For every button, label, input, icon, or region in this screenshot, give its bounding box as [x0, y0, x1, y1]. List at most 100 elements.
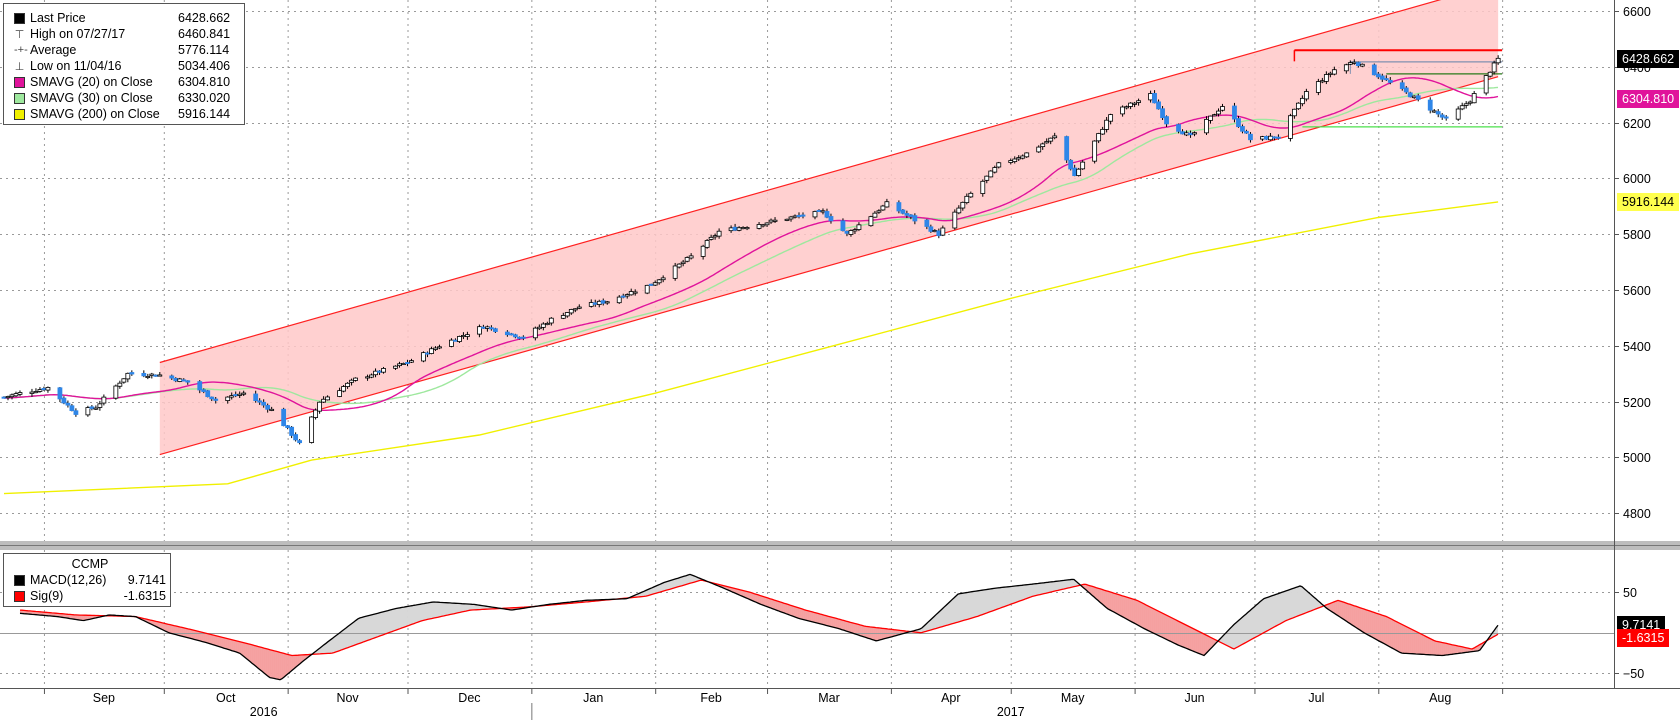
candles-group: [1, 55, 1501, 445]
macd-signal-fill: [993, 588, 996, 611]
macd-signal-fill: [1411, 629, 1414, 654]
macd-signal-fill: [41, 611, 44, 616]
macd-signal-fill: [739, 589, 742, 597]
macd-signal-fill: [57, 613, 60, 617]
macd-signal-fill: [203, 632, 206, 643]
candle-body: [844, 230, 850, 234]
macd-signal-fill: [1357, 607, 1360, 631]
candle-body: [1299, 97, 1305, 105]
macd-signal-fill: [995, 587, 998, 610]
macd-signal-fill: [31, 611, 34, 615]
macd-signal-fill: [1205, 635, 1208, 654]
macd-signal-fill: [735, 588, 738, 595]
macd-signal-fill: [1337, 600, 1340, 618]
macd-signal-fill: [79, 615, 82, 621]
candle-body: [684, 257, 690, 262]
candle-body: [760, 224, 766, 227]
candle-body: [369, 374, 374, 378]
macd-signal-fill: [1119, 595, 1122, 617]
macd-signal-fill: [375, 613, 378, 638]
candle-body: [429, 348, 434, 354]
macd-signal-fill: [421, 603, 424, 621]
candle-body: [840, 220, 846, 232]
macd-signal-fill: [1343, 602, 1346, 621]
macd-signal-fill: [807, 610, 810, 622]
macd-signal-fill: [23, 610, 26, 614]
legend-value: 6428.662: [178, 11, 231, 25]
macd-signal-fill: [39, 611, 42, 616]
macd-signal-fill: [757, 594, 760, 604]
candle-body: [952, 211, 958, 229]
candle-body: [1359, 63, 1365, 67]
macd-signal-fill: [367, 615, 370, 641]
candle-body: [313, 409, 319, 418]
candle-body: [213, 398, 219, 401]
candle-body: [1295, 102, 1301, 110]
macd-signal-fill: [155, 621, 158, 628]
macd-signal-fill: [265, 648, 268, 677]
macd-line: [19, 573, 1499, 681]
macd-signal-fill: [1443, 642, 1446, 656]
macd-signal-fill: [1401, 624, 1404, 654]
macd-signal-fill: [1095, 587, 1098, 601]
legend-row-high: ⊤ High on 07/27/17 6460.841: [10, 26, 244, 42]
macd-signal-fill: [1291, 588, 1294, 619]
macd-signal-fill: [775, 600, 778, 611]
candle-body: [784, 218, 790, 221]
macd-signal-fill: [819, 613, 822, 625]
candle-body: [652, 282, 658, 286]
candle-body: [1288, 115, 1293, 139]
macd-signal-fill: [255, 645, 258, 669]
macd-signal-fill: [829, 616, 832, 627]
macd-signal-fill: [1181, 622, 1184, 648]
candle-body: [1160, 108, 1165, 119]
candle-body: [1, 396, 7, 399]
macd-signal-fill: [1373, 612, 1376, 640]
macd-signal-fill: [1303, 588, 1306, 614]
candle-body: [1355, 62, 1361, 67]
candle-body: [1044, 141, 1050, 144]
candle-body: [1467, 101, 1473, 104]
macd-signal-fill: [991, 588, 994, 612]
macd-signal-fill: [1243, 614, 1246, 644]
macd-signal-fill: [1371, 611, 1374, 639]
x-tick-label: Jun: [1184, 691, 1204, 705]
macd-signal-fill: [1033, 583, 1036, 596]
candle-body: [996, 162, 1002, 168]
candle-body: [704, 240, 710, 248]
candle-body: [800, 214, 806, 217]
macd-signal-fill: [19, 610, 22, 614]
macd-signal-fill: [1225, 630, 1228, 647]
macd-signal-fill: [673, 578, 676, 588]
candle-body: [121, 378, 127, 383]
candle-body: [1192, 132, 1197, 135]
candle-body: [345, 382, 350, 387]
macd-signal-fill: [75, 614, 78, 620]
macd-signal-fill: [1219, 636, 1222, 644]
macd-signal-fill: [449, 602, 452, 615]
macd-signal-fill: [1015, 585, 1018, 603]
candle-body: [97, 403, 103, 408]
candle-body: [592, 302, 598, 305]
macd-signal-fill: [285, 653, 288, 676]
macd-signal-fill: [665, 581, 668, 591]
candle-body: [293, 434, 299, 441]
candle-body: [1291, 108, 1297, 117]
candle-body: [596, 300, 602, 305]
macd-signal-fill: [325, 641, 328, 654]
macd-signal-fill: [669, 580, 672, 590]
candle-body: [792, 215, 798, 218]
candle-body: [880, 205, 886, 211]
macd-signal-fill: [979, 590, 982, 616]
candle-body: [540, 323, 546, 328]
macd-signal-fill: [199, 631, 202, 642]
macd-signal-fill: [959, 593, 962, 622]
macd-signal-fill: [45, 612, 48, 616]
macd-signal-fill: [435, 602, 438, 618]
macd-signal-fill: [53, 613, 56, 617]
macd-signal-fill: [1055, 581, 1058, 591]
macd-signal-fill: [1011, 586, 1014, 604]
macd-signal-fill: [1385, 616, 1388, 646]
macd-signal-fill: [1239, 617, 1242, 646]
legend-value: 5916.144: [178, 107, 231, 121]
